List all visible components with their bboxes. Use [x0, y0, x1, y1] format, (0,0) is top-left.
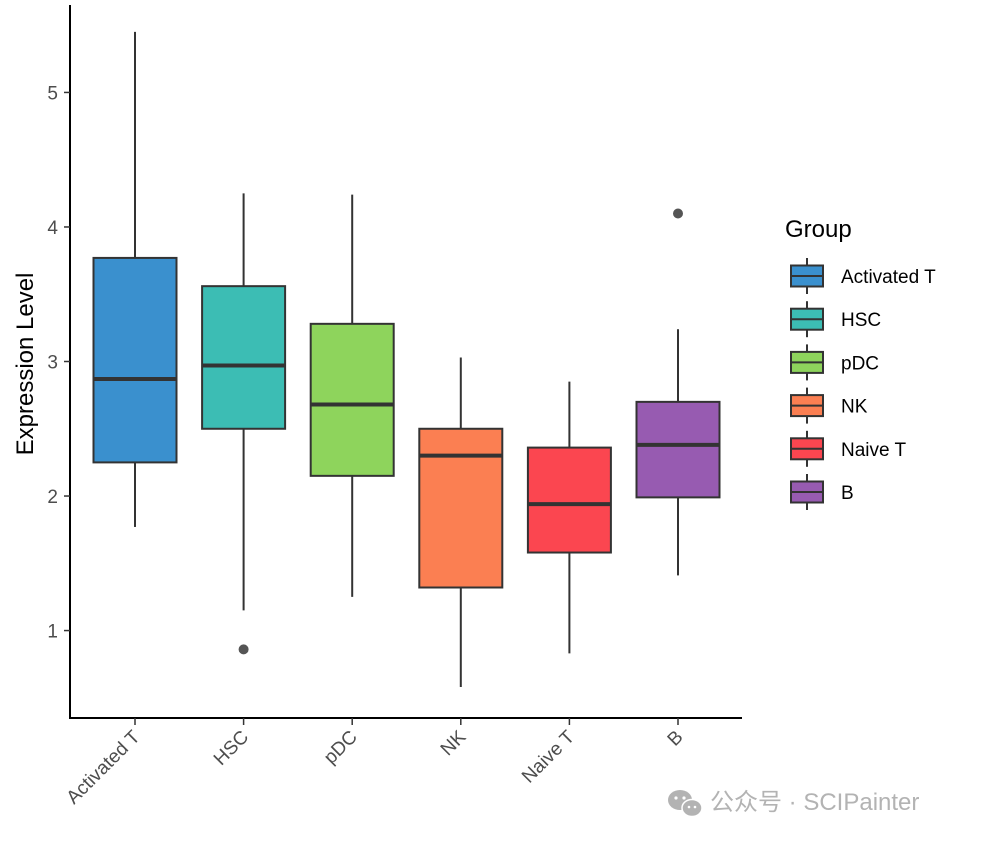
watermark-text: 公众号 · SCIPainter — [710, 789, 919, 816]
box-nk — [418, 357, 504, 688]
box-iqr — [309, 322, 395, 477]
box-naive-t — [526, 381, 612, 654]
y-tick-label: 3 — [47, 353, 58, 374]
legend-item: B — [790, 474, 854, 510]
box-hsc — [201, 193, 287, 655]
legend-item: pDC — [790, 344, 879, 381]
x-tick-label: Activated T — [63, 726, 145, 808]
box-iqr — [526, 446, 612, 554]
legend-label: NK — [841, 397, 868, 418]
y-tick-label: 4 — [47, 218, 58, 239]
legend-label: pDC — [841, 353, 879, 374]
outlier-point — [673, 208, 683, 219]
y-tick-label: 1 — [47, 622, 58, 643]
watermark: 公众号 · SCIPainter — [668, 789, 919, 818]
y-axis-title: Expression Level — [12, 273, 39, 456]
box-iqr — [92, 256, 178, 464]
legend-item: Naive T — [790, 430, 907, 467]
outlier-point — [238, 644, 249, 655]
x-tick-label: Naive T — [518, 726, 579, 787]
wechat-icon — [668, 790, 703, 818]
box-b — [635, 208, 721, 576]
box-iqr — [418, 427, 504, 589]
legend-label: Activated T — [841, 267, 936, 288]
y-tick-label: 5 — [47, 83, 58, 104]
x-tick-label: B — [664, 727, 688, 751]
legend-item: HSC — [790, 301, 881, 338]
legend-label: HSC — [841, 310, 881, 331]
legend-item: NK — [790, 387, 868, 424]
box-activated-t — [92, 31, 178, 527]
box-iqr — [635, 400, 721, 499]
x-tick-label: NK — [437, 726, 471, 760]
box-iqr — [201, 285, 287, 430]
legend-title: Group — [785, 216, 852, 243]
x-tick-label: HSC — [210, 727, 253, 770]
y-tick-label: 2 — [47, 487, 58, 508]
legend-label: B — [841, 483, 854, 504]
legend-item: Activated T — [790, 258, 936, 294]
legend-label: Naive T — [841, 440, 907, 461]
box-pdc — [309, 194, 395, 597]
plot-area — [92, 31, 721, 688]
x-tick-label: pDC — [320, 727, 362, 769]
legend: Group Activated T HSC pDC NK Naive T B — [785, 216, 936, 510]
